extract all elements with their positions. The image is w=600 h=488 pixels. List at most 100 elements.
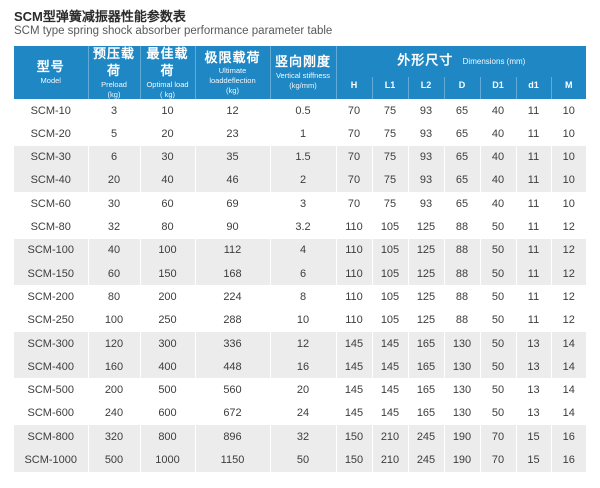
cell-value: 88 [444, 261, 481, 286]
cell-value: 112 [195, 238, 271, 262]
cell-value: 15 [516, 425, 552, 449]
cell-value: 110 [336, 285, 373, 309]
col-header-vertical-stiffness-unit: (kg/mm) [289, 81, 317, 91]
cell-value: 65 [444, 98, 481, 123]
cell-value: 130 [444, 331, 481, 356]
cell-value: 4 [270, 238, 337, 262]
cell-value: 70 [336, 122, 373, 146]
cell-value: 93 [408, 98, 445, 123]
cell-value: 190 [444, 448, 481, 472]
cell-value: 65 [444, 122, 481, 146]
cell-value: 145 [372, 401, 409, 426]
cell-value: 130 [444, 355, 481, 379]
cell-value: 12 [562, 267, 575, 280]
cell-value: 50 [480, 401, 517, 426]
cell-value: 320 [88, 425, 141, 449]
table-row: SCM-10 3 10 12 0.5 70 75 93 65 40 11 10 [14, 98, 586, 123]
cell-model: SCM-20 [14, 122, 89, 146]
cell-value: 14 [562, 360, 575, 373]
cell-value: 105 [372, 308, 409, 332]
col-header-dim-l1: L1 [371, 76, 408, 99]
cell-value: 800 [140, 425, 196, 449]
cell-model: SCM-1000 [14, 448, 89, 472]
col-header-model: 型号 Model [14, 46, 88, 99]
cell-value: 75 [372, 98, 409, 123]
col-header-optimal-load-zh: 最佳载荷 [146, 46, 189, 78]
cell-value: 80 [88, 285, 141, 309]
cell-value: 88 [444, 215, 481, 239]
cell-value: 12 [562, 221, 575, 234]
cell-value: 10 [562, 197, 575, 210]
cell-value: 165 [408, 355, 445, 379]
cell-model: SCM-100 [14, 238, 89, 262]
cell-value: 600 [140, 401, 196, 426]
cell-value: 1 [270, 122, 337, 146]
cell-value: 500 [88, 448, 141, 472]
cell-value: 13 [516, 378, 552, 402]
cell-value: 14 [562, 337, 575, 350]
cell-value: 110 [336, 238, 373, 262]
cell-value: 50 [480, 261, 517, 286]
cell-value: 16 [562, 430, 575, 443]
cell-value: 14 [562, 407, 575, 420]
cell-value: 14 [562, 384, 575, 397]
cell-value: 1150 [195, 448, 271, 472]
cell-model: SCM-600 [14, 401, 89, 426]
table-header: 型号 Model 预压载荷 Preload (kg) 最佳载荷 Optimal … [14, 46, 587, 99]
cell-value: 110 [336, 308, 373, 332]
cell-model: SCM-800 [14, 425, 89, 449]
cell-value: 12 [195, 98, 271, 123]
dimensions-sub-header: H L1 L2 D D1 d1 M [14, 76, 587, 99]
cell-value: 88 [444, 308, 481, 332]
cell-value: 145 [372, 331, 409, 356]
col-header-optimal-load: 最佳载荷 Optimal load ( kg) [139, 46, 195, 99]
cell-value: 125 [408, 238, 445, 262]
cell-value: 70 [336, 98, 373, 123]
col-header-model-zh: 型号 [36, 59, 65, 75]
cell-value: 200 [88, 378, 141, 402]
cell-value: 560 [195, 378, 271, 402]
cell-value: 90 [195, 215, 271, 239]
col-header-dim-d: D [443, 76, 480, 99]
cell-value: 12 [562, 314, 575, 327]
cell-value: 65 [444, 168, 481, 193]
cell-value: 16 [270, 355, 337, 379]
cell-value: 20 [88, 168, 141, 193]
cell-value: 125 [408, 215, 445, 239]
table-row: SCM-1000 500 1000 1150 50 150 210 245 190 70 15 16 [14, 448, 587, 472]
spec-table: 型号 Model 预压载荷 Preload (kg) 最佳载荷 Optimal … [14, 46, 587, 472]
cell-value: 160 [88, 355, 141, 379]
cell-value: 75 [372, 122, 409, 146]
cell-value: 130 [444, 378, 481, 402]
cell-value: 50 [270, 448, 337, 472]
cell-value: 40 [480, 145, 517, 169]
cell-model: SCM-30 [14, 145, 89, 169]
cell-value: 13 [516, 331, 552, 356]
page-subtitle: SCM type spring shock absorber performan… [14, 25, 333, 37]
cell-value: 11 [516, 308, 552, 332]
col-header-ultimate-load-zh: 极限载荷 [204, 49, 261, 65]
cell-value: 70 [336, 192, 373, 216]
cell-model: SCM-300 [14, 331, 89, 356]
cell-value: 120 [88, 331, 141, 356]
table-row: SCM-400 160 400 448 16 145 145 165 130 50 13 14 [14, 355, 587, 379]
cell-value: 75 [372, 145, 409, 169]
table-row: SCM-80 32 80 90 3.2 110 105 125 88 50 11 12 [14, 215, 586, 239]
cell-value: 11 [516, 285, 552, 309]
cell-value: 12 [562, 290, 575, 303]
cell-value: 145 [336, 401, 373, 426]
cell-value: 11 [516, 238, 552, 262]
col-header-preload: 预压载荷 Preload (kg) [87, 46, 140, 99]
col-header-dimensions-zh: 外形尺寸 [397, 52, 454, 68]
col-header-ultimate-load-en: Ultimate loaddeflection [209, 66, 256, 86]
cell-value: 10 [562, 104, 575, 117]
col-header-dim-m: M [550, 76, 587, 99]
cell-value: 896 [195, 425, 271, 449]
cell-value: 125 [408, 285, 445, 309]
cell-value: 145 [336, 331, 373, 356]
cell-value: 10 [270, 308, 337, 332]
cell-value: 245 [408, 425, 445, 449]
cell-value: 60 [88, 261, 141, 286]
col-header-optimal-load-en: Optimal load [146, 79, 189, 89]
cell-value: 100 [88, 308, 141, 332]
